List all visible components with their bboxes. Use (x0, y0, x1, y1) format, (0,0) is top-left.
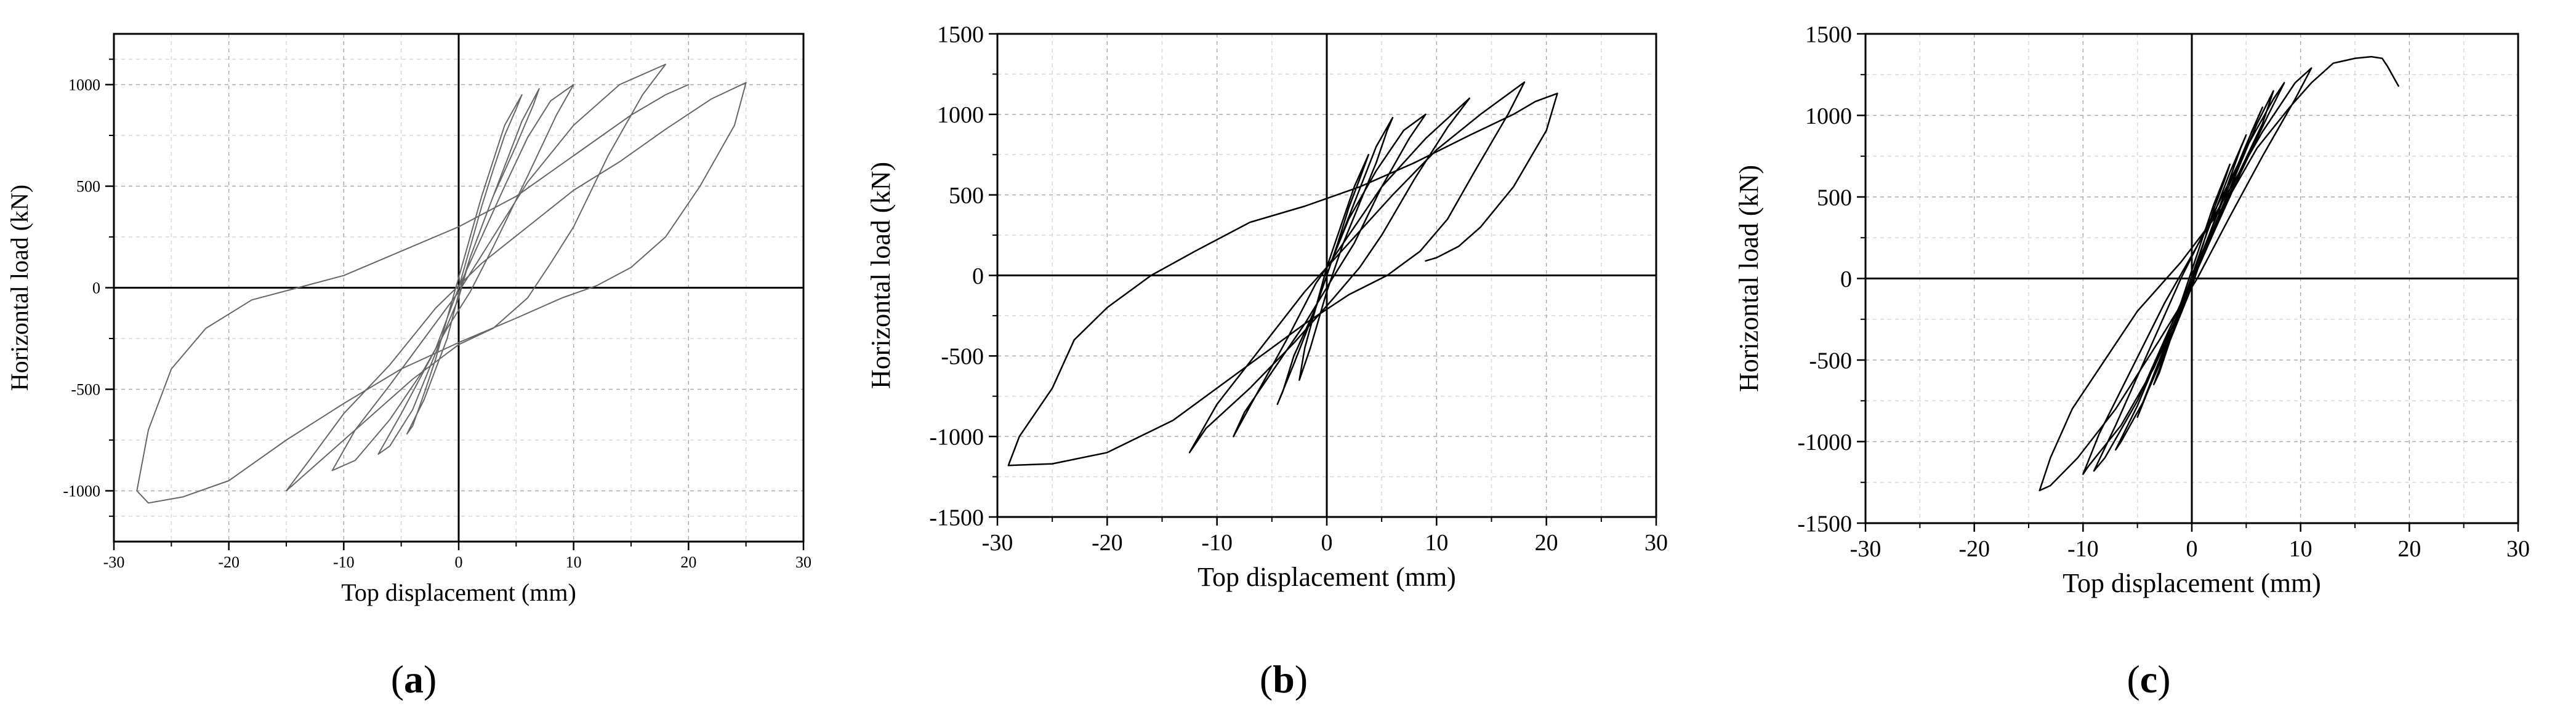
panel-label: (b) (1260, 657, 1308, 701)
chart-c: -30 -20 -10 0 10 20 30 -1500 -1000 -500 0 500 1000 15… (1734, 22, 2530, 701)
chart-a: -30 -20 -10 0 10 20 30 -1000 -500 0 500 1000 Top dis… (6, 33, 811, 701)
y-tick-label: -1000 (1797, 430, 1852, 455)
x-tick-label: -10 (2067, 536, 2099, 562)
y-tick-label: -500 (941, 344, 984, 370)
x-tick-label: 20 (1535, 530, 1558, 556)
hysteresis-curve (136, 63, 747, 504)
y-axis-title: Horizontal load (kN) (1734, 165, 1764, 392)
y-tick-label: -1000 (929, 424, 984, 450)
x-tick-label: 10 (566, 553, 582, 571)
x-tick-label: 20 (680, 553, 696, 571)
x-axis-title: Top displacement (mm) (2063, 568, 2321, 598)
panel-label: (a) (391, 657, 437, 701)
y-tick-label: 1000 (937, 102, 984, 128)
x-tick-label: 0 (1321, 530, 1333, 556)
y-tick-label: 500 (76, 178, 100, 196)
x-axis-title: Top displacement (mm) (341, 579, 576, 606)
y-tick-label: 1000 (1805, 103, 1852, 129)
x-tick-label: -30 (982, 530, 1013, 556)
y-tick-label: 0 (92, 279, 100, 297)
y-tick-label: -1500 (929, 505, 984, 531)
y-axis-title: Horizontal load (kN) (6, 185, 33, 391)
x-tick-label: 20 (2397, 536, 2421, 562)
x-tick-label: 0 (2186, 536, 2198, 562)
x-tick-label: 30 (2506, 536, 2530, 562)
x-tick-label: -10 (1201, 530, 1233, 556)
y-tick-label: -500 (71, 381, 100, 399)
x-tick-label: -20 (218, 553, 239, 571)
y-tick-label: 1500 (1805, 22, 1852, 47)
y-tick-label: 0 (1840, 266, 1852, 292)
x-tick-label: -30 (103, 553, 125, 571)
x-tick-label: 30 (795, 553, 811, 571)
y-tick-label: -1000 (63, 483, 100, 500)
panel-label: (c) (2127, 657, 2170, 701)
x-tick-label: -20 (1958, 536, 1990, 562)
y-tick-label: 1000 (68, 76, 100, 94)
x-tick-label: -10 (333, 553, 355, 571)
x-tick-label: 10 (2289, 536, 2312, 562)
x-tick-label: 10 (1425, 530, 1448, 556)
y-tick-label: 500 (1817, 185, 1852, 210)
hysteresis-curve (1007, 81, 1558, 467)
x-tick-label: -20 (1092, 530, 1123, 556)
x-tick-label: 0 (455, 553, 463, 571)
y-tick-label: -1500 (1797, 511, 1852, 537)
x-axis-title: Top displacement (mm) (1197, 562, 1456, 592)
y-tick-label: 0 (972, 263, 984, 289)
x-tick-label: -30 (1850, 536, 1882, 562)
hysteresis-curve (2039, 55, 2399, 492)
chart-b: -30 -20 -10 0 10 20 30 -1500 -1000 -500 0 500 1000 15… (866, 22, 1668, 701)
y-tick-label: -500 (1809, 348, 1852, 374)
y-tick-label: 1500 (937, 22, 984, 47)
y-axis-title: Horizontal load (kN) (866, 162, 896, 389)
y-tick-label: 500 (949, 183, 984, 209)
x-tick-label: 30 (1644, 530, 1668, 556)
